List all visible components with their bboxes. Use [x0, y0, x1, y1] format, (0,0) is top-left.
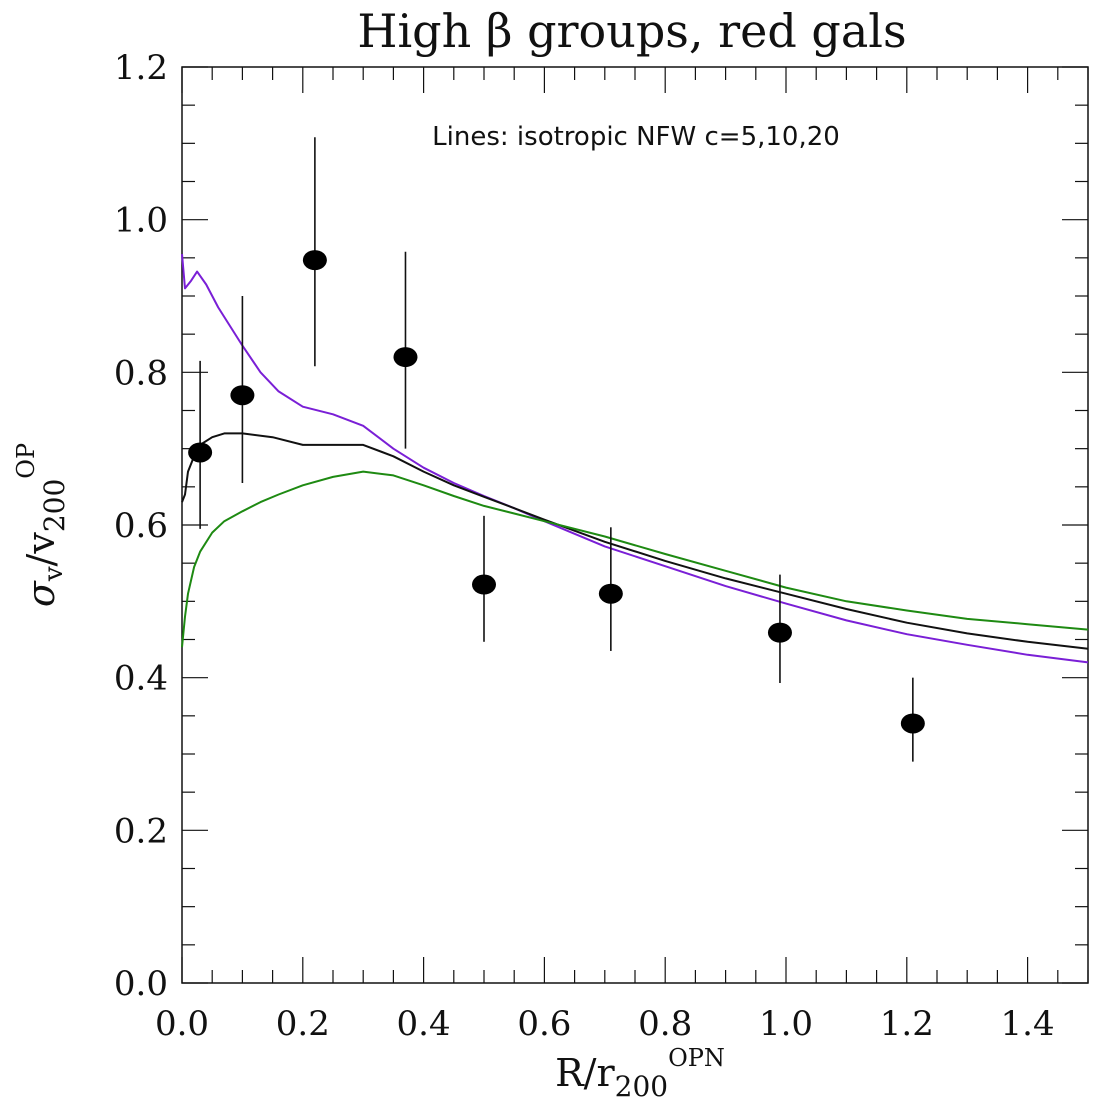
model-curves [181, 253, 1089, 664]
data-points [188, 137, 925, 762]
x-tick-label: 1.0 [759, 1004, 813, 1044]
data-point [393, 347, 418, 368]
model-curve-3 [181, 470, 1089, 648]
x-tick-label: 0.2 [276, 1004, 330, 1044]
y-tick-label: 0.0 [114, 964, 168, 1004]
y-tick-label: 1.0 [114, 201, 168, 241]
data-point [767, 622, 792, 643]
chart-title: High β groups, red gals [357, 4, 906, 58]
x-tick-label: 0.4 [397, 1004, 451, 1044]
y-tick-label: 1.2 [114, 48, 168, 88]
x-tick-label: 1.2 [880, 1004, 934, 1044]
data-point [302, 250, 327, 271]
y-tick-label: 0.6 [114, 506, 168, 546]
chart-annotation: Lines: isotropic NFW c=5,10,20 [432, 122, 840, 152]
axis-ticks [181, 66, 1089, 984]
data-point [188, 442, 213, 463]
data-point [230, 385, 255, 406]
model-curve-2 [181, 432, 1089, 650]
y-axis-tick-labels: 0.0 0.2 0.4 0.6 0.8 1.0 1.2 [114, 48, 168, 1004]
data-point [900, 713, 925, 734]
plot-area-frame [181, 66, 1089, 984]
x-tick-label: 0.6 [517, 1004, 571, 1044]
y-tick-label: 0.8 [114, 353, 168, 393]
x-tick-label: 0.0 [155, 1004, 209, 1044]
x-axis-tick-labels: 0.0 0.2 0.4 0.6 0.8 1.0 1.2 1.4 [155, 1004, 1055, 1044]
x-tick-label: 1.4 [1001, 1004, 1055, 1044]
y-tick-label: 0.2 [114, 811, 168, 851]
y-axis-label: σv/v200OP [12, 443, 71, 607]
y-tick-label: 0.4 [114, 659, 168, 699]
x-tick-label: 0.8 [638, 1004, 692, 1044]
model-curve-1 [181, 253, 1089, 664]
data-point [598, 583, 623, 604]
x-axis-label: R/r200OPN [555, 1044, 725, 1103]
data-point [472, 574, 496, 595]
